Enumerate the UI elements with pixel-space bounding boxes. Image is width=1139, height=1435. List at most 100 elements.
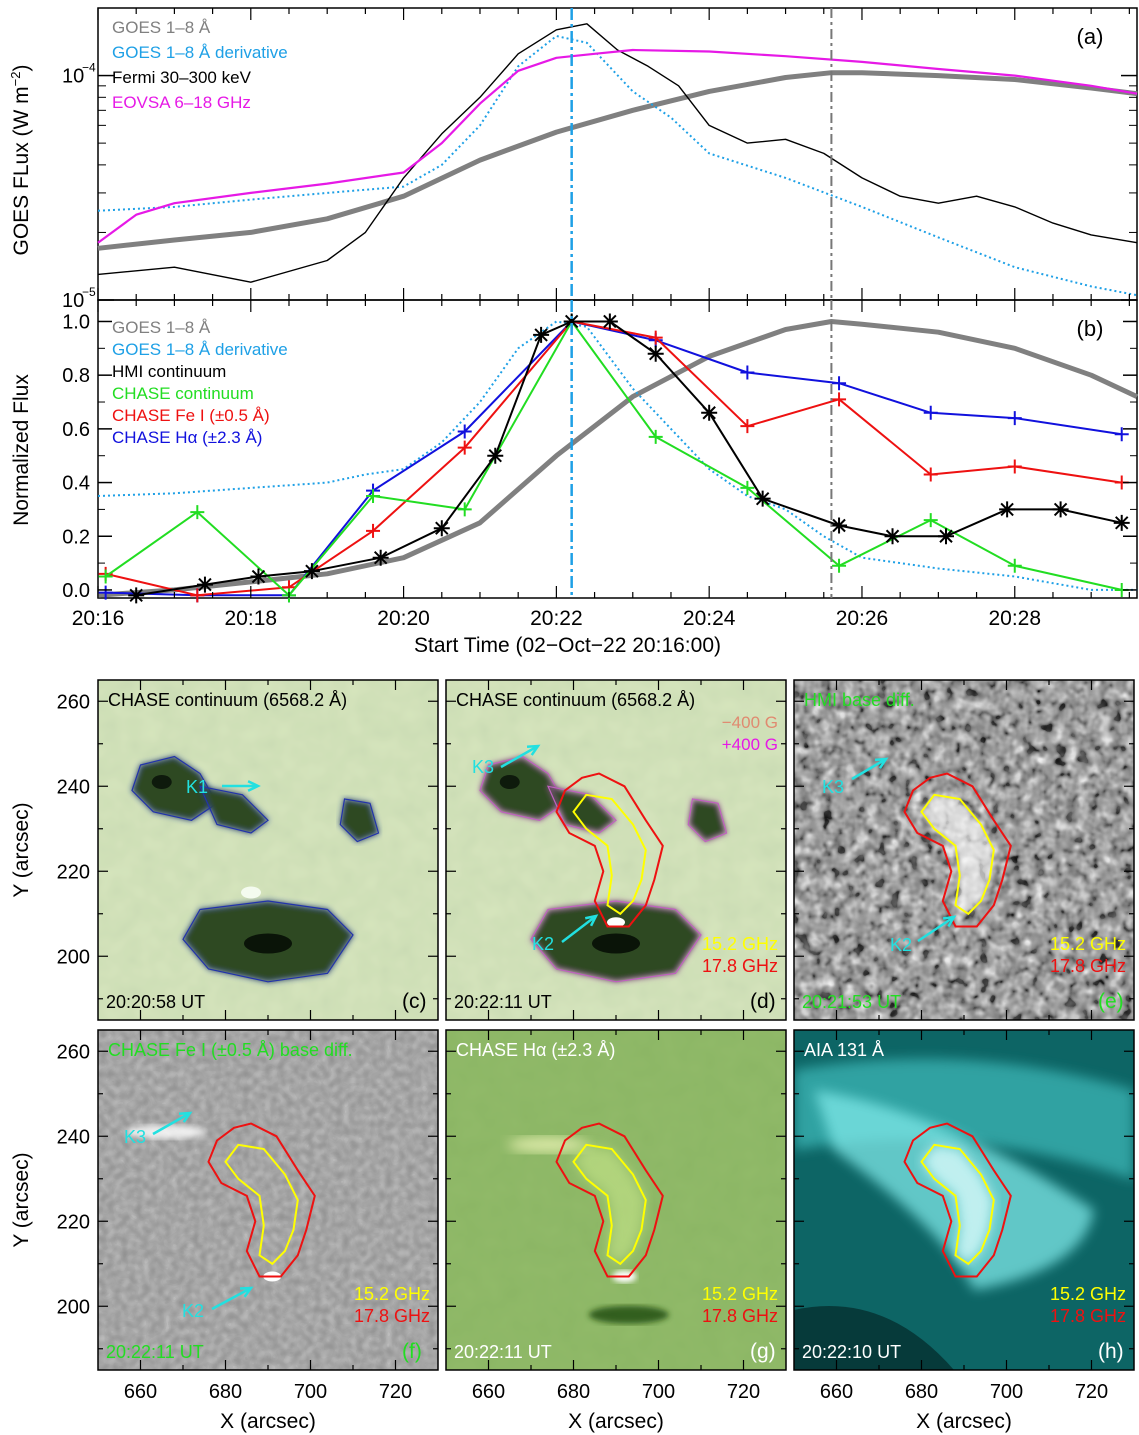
k1-brightening <box>241 886 261 899</box>
map-ytick-label: 240 <box>57 776 90 798</box>
map-panel-f: CHASE Fe I (±0.5 Å) base diff. 20:22:11 U… <box>97 1029 439 1371</box>
plus-marker <box>457 424 472 439</box>
plus-marker <box>832 392 847 407</box>
freq-label-15-2: 15.2 GHz <box>354 1284 430 1304</box>
xtick-b-label: 20:22 <box>530 607 583 630</box>
series-b-line-2 <box>136 320 1122 597</box>
series-b-line-1 <box>97 320 1137 591</box>
map-image-e <box>794 680 1134 1020</box>
star-marker <box>601 313 618 330</box>
map-axes: 660 680 700 720 X (arcsec) 660 680 700 720 X (arc… <box>10 691 1108 1433</box>
freq-label-15-2: 15.2 GHz <box>702 934 778 954</box>
map-xtick-label: 700 <box>294 1381 327 1403</box>
map-time: 20:22:10 UT <box>802 1342 901 1362</box>
plus-marker <box>457 440 472 455</box>
arrow-shaft <box>152 1111 191 1136</box>
panel-b-xlabel: Start Time (02−Oct−22 20:16:00) <box>414 634 721 657</box>
kernel-label: K3 <box>472 757 494 777</box>
map-tag: (c) <box>402 990 427 1013</box>
contour-15-2-ghz <box>572 1143 647 1266</box>
map-xtick-label: 720 <box>1075 1381 1108 1403</box>
map-time: 20:21:53 UT <box>802 992 901 1012</box>
plus-marker <box>190 505 205 520</box>
legend-a-3: EOVSA 6–18 GHz <box>112 93 251 112</box>
ylabel-a-sup: −2 <box>8 71 23 86</box>
grey-texture <box>98 1030 438 1370</box>
map-ytick-label: 200 <box>57 946 90 968</box>
legend-a-2: Fermi 30–300 keV <box>112 68 252 87</box>
arrow-head <box>239 1286 254 1298</box>
arrow-head <box>178 1111 193 1123</box>
map-xtick-label: 660 <box>820 1381 853 1403</box>
sunspot-contour <box>198 785 269 834</box>
xtick-b-label: 20:28 <box>988 607 1041 630</box>
map-tag: (d) <box>750 990 776 1013</box>
umbra <box>499 775 520 789</box>
xtick-b-label: 20:24 <box>683 607 736 630</box>
arrow-shaft <box>500 744 539 769</box>
series-b-0 <box>97 319 1139 598</box>
star-marker <box>433 520 450 537</box>
ylabel-a-close: ) <box>10 64 33 71</box>
ytick-b-label: 0.0 <box>62 580 90 602</box>
kernel-label: K2 <box>182 1301 204 1321</box>
map-time: 20:22:11 UT <box>454 992 552 1012</box>
star-marker <box>372 549 389 566</box>
kernel-label: K1 <box>186 777 208 797</box>
umbra <box>151 775 172 789</box>
arrow-head <box>526 744 541 756</box>
plus-marker <box>740 480 755 495</box>
field-label-pos: +400 G <box>722 735 778 754</box>
legend-a-0: GOES 1–8 Å <box>112 18 211 37</box>
contour-15-2-ghz <box>572 793 647 916</box>
map-time: 20:20:58 UT <box>106 992 205 1012</box>
legend-b-4: CHASE Fe I (±0.5 Å) <box>112 406 270 425</box>
star-marker <box>647 345 664 362</box>
ytick-a-exp: −5 <box>82 285 96 299</box>
map-xtick-label: 720 <box>379 1381 412 1403</box>
aia-dark <box>794 1306 954 1370</box>
legend-b-2: HMI continuum <box>112 362 226 381</box>
contour-15-2-ghz <box>920 793 995 916</box>
plus-marker <box>648 429 663 444</box>
panel-a-ylabel: GOES FLux (W m−2) <box>8 64 33 255</box>
legend-b-3: CHASE continuum <box>112 384 254 403</box>
plus-marker <box>740 365 755 380</box>
sunspot-contour <box>182 900 354 983</box>
star-marker <box>938 528 955 545</box>
legend-b-5: CHASE Hα (±2.3 Å) <box>112 428 262 447</box>
series-b-2 <box>128 313 1130 604</box>
freq-label-17-8: 17.8 GHz <box>702 956 778 976</box>
map-ytick-label: 220 <box>57 1211 90 1233</box>
freq-label-17-8: 17.8 GHz <box>702 1306 778 1326</box>
arrow-shaft <box>211 1286 252 1311</box>
star-marker <box>999 501 1016 518</box>
plus-marker <box>648 330 663 345</box>
map-tag: (h) <box>1098 1340 1124 1363</box>
map-tag: (e) <box>1098 990 1124 1013</box>
contour-17-8-ghz <box>207 1122 316 1278</box>
map-title: AIA 131 Å <box>804 1040 884 1060</box>
contour-17-8-ghz <box>555 1122 664 1278</box>
plus-marker <box>923 405 938 420</box>
map-panel-c: CHASE continuum (6568.2 Å) 20:20:58 UT (c)… <box>97 679 439 1021</box>
kernel-arrow-k1: K1 <box>186 777 261 797</box>
series-a-0 <box>97 70 1138 251</box>
plus-marker <box>740 419 755 434</box>
plus-marker <box>832 376 847 391</box>
map-time: 20:22:11 UT <box>454 1342 552 1362</box>
series-b-line-4 <box>105 320 1122 597</box>
star-marker <box>303 563 320 580</box>
star-marker <box>754 490 771 507</box>
legend-b-1: GOES 1–8 Å derivative <box>112 340 288 359</box>
ytick-b-label: 0.6 <box>62 419 90 441</box>
aia-arcade <box>794 1058 1134 1180</box>
map-xtick-label: 700 <box>990 1381 1023 1403</box>
arrow-shaft <box>917 915 955 943</box>
map-tag: (g) <box>750 1340 776 1363</box>
map-image-g <box>446 1030 786 1370</box>
map-xtick-label: 700 <box>642 1381 675 1403</box>
plus-marker <box>366 523 381 538</box>
field-label-neg: −400 G <box>722 713 778 732</box>
